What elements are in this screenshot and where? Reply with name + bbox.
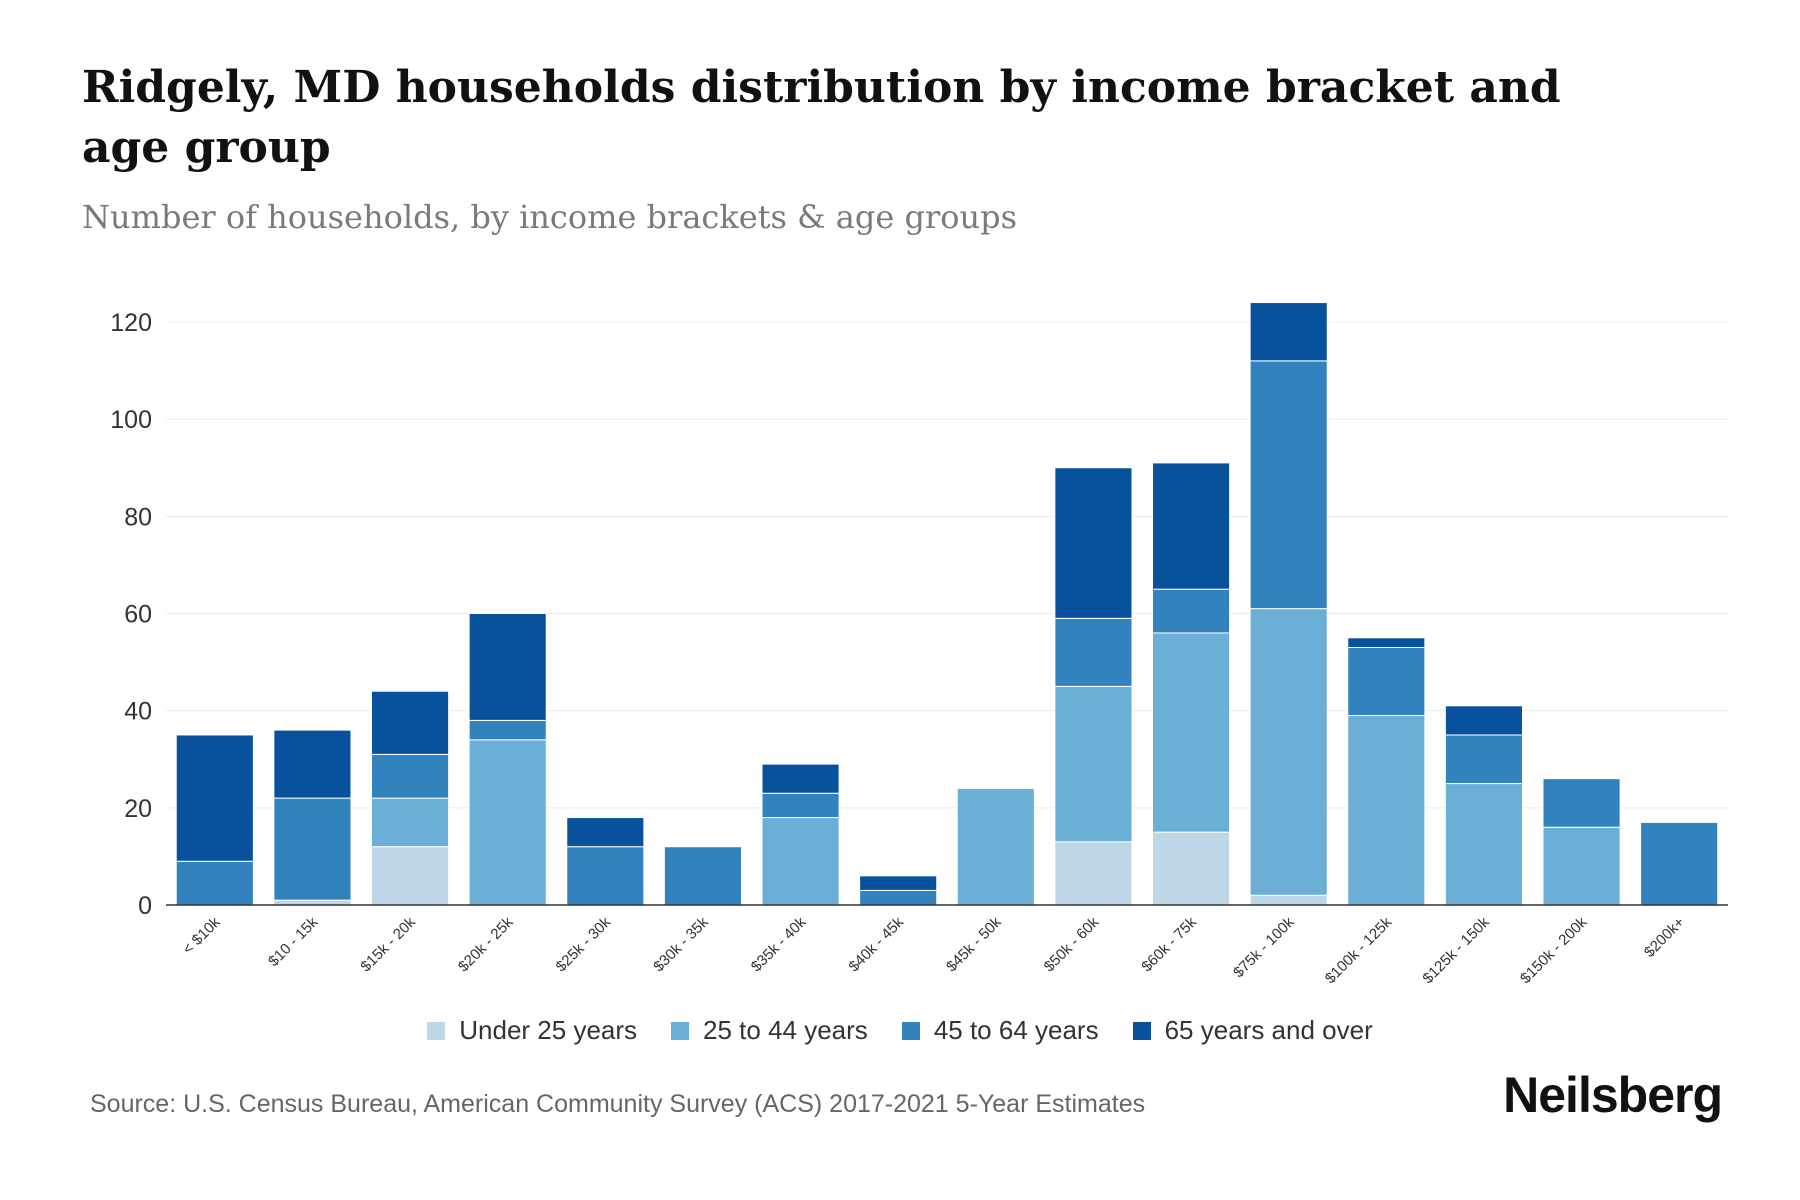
- x-tick-label: $30k - 35k: [650, 913, 712, 975]
- bar-segment: [1249, 608, 1328, 896]
- source-note: Source: U.S. Census Bureau, American Com…: [90, 1090, 1146, 1118]
- x-tick-label: $125k - 150k: [1419, 913, 1493, 987]
- x-tick-label: $50k - 60k: [1041, 913, 1103, 975]
- bar-segment: [371, 753, 450, 799]
- brand-logo: Neilsberg: [1503, 1067, 1723, 1123]
- y-tick-label: 120: [110, 309, 152, 337]
- x-tick-label: $45k - 50k: [943, 913, 1005, 975]
- bar-segment: [859, 889, 938, 906]
- x-tick-label: $25k - 30k: [553, 913, 615, 975]
- y-tick-label: 20: [124, 795, 152, 823]
- bar-segment: [1054, 841, 1133, 906]
- bar-segment: [566, 846, 645, 906]
- legend-item: Under 25 years: [427, 1015, 637, 1046]
- bar-segment: [468, 613, 547, 721]
- y-tick-label: 80: [124, 503, 152, 531]
- legend-label: 45 to 64 years: [933, 1015, 1099, 1045]
- bar-segment: [761, 817, 840, 906]
- bar-segment: [1542, 778, 1621, 828]
- x-tick-label: $40k - 45k: [845, 913, 907, 975]
- bar-segment: [1249, 894, 1328, 906]
- bar-segment: [1152, 462, 1231, 590]
- x-tick-label: $60k - 75k: [1138, 913, 1200, 975]
- bar-segment: [1152, 588, 1231, 634]
- x-tick-label: $75k - 100k: [1230, 913, 1298, 981]
- legend-item: 65 years and over: [1132, 1015, 1373, 1046]
- bar-segment: [1542, 826, 1621, 906]
- bar-segment: [1152, 831, 1231, 906]
- bar-segment: [175, 860, 254, 906]
- y-tick-label: 60: [124, 601, 152, 629]
- bar-segment: [1444, 734, 1523, 785]
- bar-segment: [371, 797, 450, 848]
- bar-segment: [761, 763, 840, 794]
- bar-segment: [1152, 632, 1231, 833]
- x-tick-label: $150k - 200k: [1517, 913, 1591, 987]
- x-tick-label: $200k+: [1641, 914, 1688, 961]
- chart-legend: Under 25 years 25 to 44 years 45 to 64 yea…: [0, 1015, 1800, 1046]
- legend-swatch: [1132, 1021, 1151, 1040]
- y-tick-label: 40: [124, 698, 152, 726]
- chart-subtitle: Number of households, by income brackets…: [82, 198, 1017, 236]
- bar-segment: [468, 719, 547, 741]
- x-tick-label: $100k - 125k: [1322, 913, 1396, 987]
- x-tick-label: $20k - 25k: [455, 913, 517, 975]
- stacked-bar-chart: 0 20 40 60 80 100 120 < $10k $10 - 15k $15k - 20…: [110, 302, 1728, 987]
- bars: [175, 302, 1719, 906]
- bar-segment: [1347, 637, 1426, 649]
- x-axis-ticks: < $10k $10 - 15k $15k - 20k $20k - 25k $25k …: [179, 913, 1688, 987]
- bar-segment: [956, 787, 1035, 906]
- legend-swatch: [901, 1021, 920, 1040]
- bar-segment: [371, 690, 450, 755]
- bar-segment: [175, 734, 254, 862]
- bar-segment: [1347, 647, 1426, 717]
- y-axis-ticks: 0 20 40 60 80 100 120: [110, 309, 152, 920]
- legend-swatch: [427, 1021, 446, 1040]
- legend-item: 25 to 44 years: [671, 1015, 868, 1046]
- y-tick-label: 100: [110, 406, 152, 434]
- bar-segment: [1444, 705, 1523, 736]
- bar-segment: [1249, 302, 1328, 362]
- bar-segment: [761, 792, 840, 819]
- legend-swatch: [671, 1021, 690, 1040]
- bar-segment: [663, 846, 742, 906]
- legend-label: Under 25 years: [459, 1015, 638, 1045]
- x-tick-label: < $10k: [179, 913, 224, 958]
- x-tick-label: $15k - 20k: [357, 913, 419, 975]
- bar-segment: [371, 846, 450, 906]
- bar-segment: [273, 797, 352, 901]
- bar-segment: [566, 817, 645, 848]
- bar-segment: [468, 739, 547, 906]
- bar-segment: [273, 729, 352, 799]
- legend-label: 25 to 44 years: [703, 1015, 868, 1045]
- x-tick-label: $10 - 15k: [265, 913, 322, 970]
- bar-segment: [1054, 617, 1133, 687]
- chart-title: Ridgely, MD households distribution by i…: [82, 62, 1561, 173]
- bar-segment: [1054, 685, 1133, 843]
- y-tick-label: 0: [138, 892, 152, 920]
- bar-segment: [859, 875, 938, 891]
- bar-segment: [1347, 715, 1426, 906]
- legend-item: 45 to 64 years: [901, 1015, 1099, 1046]
- bar-segment: [1444, 783, 1523, 906]
- bar-segment: [1249, 360, 1328, 610]
- bar-segment: [1054, 467, 1133, 619]
- bar-segment: [1640, 821, 1719, 906]
- legend-label: 65 years and over: [1164, 1015, 1373, 1045]
- x-tick-label: $35k - 40k: [748, 913, 810, 975]
